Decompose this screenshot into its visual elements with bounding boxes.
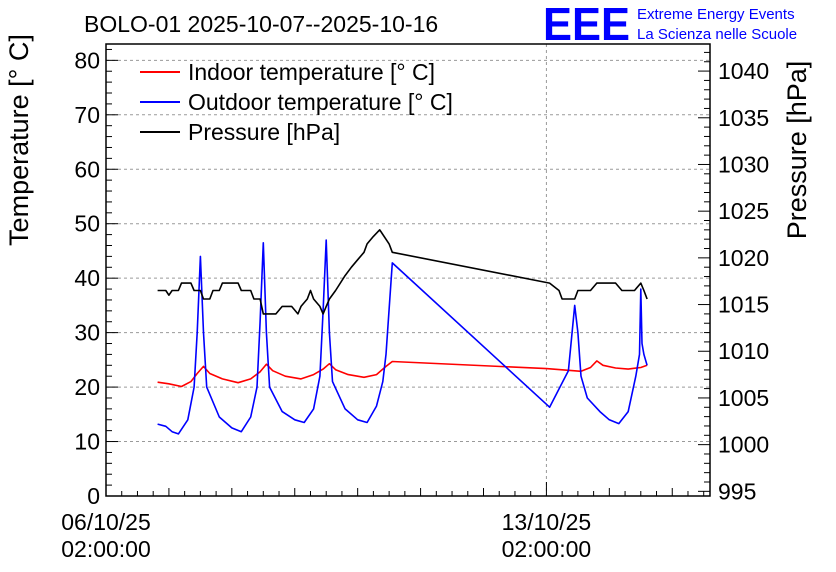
- y2-tick-label-1040: 1040: [718, 58, 769, 84]
- y-tick-label-40: 40: [74, 265, 100, 291]
- logo-line-1: Extreme Energy Events: [637, 6, 795, 23]
- y2-tick-label-1030: 1030: [718, 151, 769, 177]
- y-tick-label-80: 80: [74, 47, 100, 73]
- y-tick-label-30: 30: [74, 320, 100, 346]
- y-tick-label-70: 70: [74, 102, 100, 128]
- series-layer: [157, 229, 648, 435]
- eee-logo: EEE Extreme Energy Events La Scienza nel…: [543, 0, 797, 50]
- y2-tick-label-1000: 1000: [718, 432, 769, 458]
- y2-tick-label-1035: 1035: [718, 105, 769, 131]
- y2-tick-label-1025: 1025: [718, 198, 769, 224]
- y2-tick-label-995: 995: [718, 478, 756, 504]
- y-tick-label-20: 20: [74, 374, 100, 400]
- y2-tick-label-1005: 1005: [718, 385, 769, 411]
- y-axis-label: Temperature [° C]: [4, 34, 34, 246]
- legend: Indoor temperature [° C] Outdoor temperat…: [140, 59, 453, 145]
- y2-tick-label-1015: 1015: [718, 292, 769, 318]
- legend-label-1: Outdoor temperature [° C]: [188, 89, 453, 115]
- logo-line-2: La Scienza nelle Scuole: [637, 26, 797, 43]
- chart-title: BOLO-01 2025-10-07--2025-10-16: [84, 11, 438, 37]
- y2-tick-label-1010: 1010: [718, 338, 769, 364]
- series-line-2: [157, 229, 648, 315]
- plot-frame: [105, 43, 711, 497]
- y2-axis-label: Pressure [hPa]: [782, 61, 812, 240]
- y-axis-left: 0 10 20 30 40 50 60 70 80: [74, 47, 118, 509]
- y-tick-label-60: 60: [74, 156, 100, 182]
- y-axis-right: 995 1000 1005 1010 1015 1020 1025 1030 1035 1040: [698, 51, 769, 504]
- legend-label-0: Indoor temperature [° C]: [188, 59, 435, 85]
- x-tick-label-time-1: 02:00:00: [502, 536, 592, 562]
- x-tick-label-date-1: 13/10/25: [502, 509, 592, 535]
- x-tick-label-date-0: 06/10/25: [61, 509, 151, 535]
- y-tick-label-10: 10: [74, 429, 100, 455]
- y-tick-label-50: 50: [74, 211, 100, 237]
- y-tick-label-0: 0: [87, 483, 100, 509]
- legend-label-2: Pressure [hPa]: [188, 119, 340, 145]
- eee-logo-mark: EEE: [543, 0, 630, 50]
- y2-tick-label-1020: 1020: [718, 245, 769, 271]
- series-line-1: [157, 239, 648, 435]
- x-tick-label-time-0: 02:00:00: [61, 536, 151, 562]
